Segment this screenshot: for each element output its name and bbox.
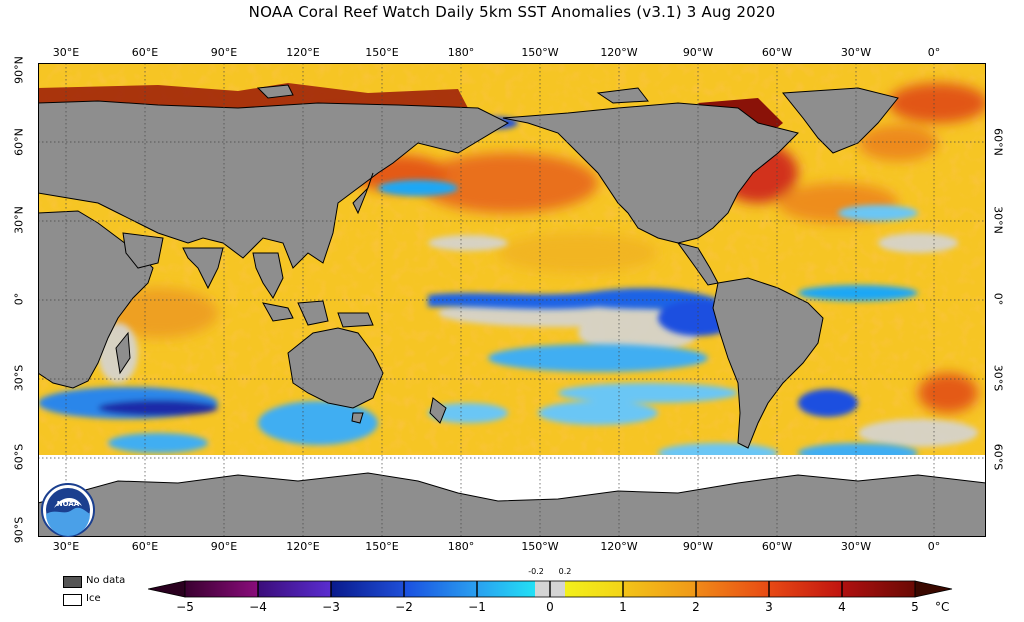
lat-label-left: 0° bbox=[12, 292, 26, 306]
no-data-swatch bbox=[63, 576, 82, 588]
lat-label-left: 60°N bbox=[12, 128, 26, 156]
colorbar-dividers bbox=[257, 581, 843, 597]
lat-label-left: 90°S bbox=[12, 516, 26, 544]
land-masses bbox=[38, 84, 986, 537]
colorbar-tick: 3 bbox=[765, 600, 773, 614]
colorbar-segment bbox=[404, 581, 477, 597]
map-title: NOAA Coral Reef Watch Daily 5km SST Anom… bbox=[248, 3, 776, 21]
svg-text:NOAA: NOAA bbox=[57, 500, 80, 508]
lon-label-top: 90°E bbox=[210, 46, 238, 59]
colorbar-tick: 1 bbox=[619, 600, 627, 614]
lat-label-left: 60°S bbox=[12, 443, 26, 471]
lon-label-bottom: 30°E bbox=[52, 540, 80, 553]
colorbar-tick: −2 bbox=[395, 600, 413, 614]
lon-label-top: 90°W bbox=[682, 46, 714, 59]
lon-label-top: 120°W bbox=[600, 46, 638, 59]
colorbar-segment bbox=[565, 581, 623, 597]
colorbar-segment bbox=[696, 581, 769, 597]
lon-label-top: 60°E bbox=[131, 46, 159, 59]
lon-label-top: 60°W bbox=[761, 46, 793, 59]
gridlines bbox=[38, 63, 986, 537]
lat-label-right: 30°N bbox=[991, 206, 1005, 234]
lon-label-top: 150°W bbox=[521, 46, 559, 59]
lon-label-top: 180° bbox=[447, 46, 475, 59]
lon-label-top: 30°W bbox=[840, 46, 872, 59]
colorbar-tick: 5 bbox=[911, 600, 919, 614]
lon-label-top: 30°E bbox=[52, 46, 80, 59]
colorbar-tick: −4 bbox=[249, 600, 267, 614]
lon-label-bottom: 90°E bbox=[210, 540, 238, 553]
lon-label-bottom: 60°E bbox=[131, 540, 159, 553]
colorbar-tick: −3 bbox=[322, 600, 340, 614]
neutral-high-label: 0.2 bbox=[558, 567, 572, 576]
lon-label-top: 0° bbox=[927, 46, 941, 59]
lon-label-bottom: 150°W bbox=[521, 540, 559, 553]
colorbar-tick: −5 bbox=[176, 600, 194, 614]
sst-anomaly-map: NOAA bbox=[38, 63, 986, 537]
ice-label: Ice bbox=[86, 593, 101, 604]
lat-label-right: 60°S bbox=[991, 443, 1005, 471]
colorbar-unit: °C bbox=[935, 600, 950, 614]
lon-label-bottom: 30°W bbox=[840, 540, 872, 553]
warm-anomalies bbox=[98, 83, 986, 413]
ice-swatch bbox=[63, 594, 82, 606]
colorbar-tick: 0 bbox=[546, 600, 554, 614]
colorbar-tick: 2 bbox=[692, 600, 700, 614]
colorbar-segment bbox=[842, 581, 915, 597]
lon-label-bottom: 0° bbox=[927, 540, 941, 553]
lat-label-right: 30°S bbox=[991, 364, 1005, 392]
lon-label-bottom: 60°W bbox=[761, 540, 793, 553]
colorbar-right-arrow bbox=[914, 580, 953, 598]
lon-label-top: 120°E bbox=[286, 46, 320, 59]
lat-label-left: 90°N bbox=[12, 56, 26, 84]
noaa-logo: NOAA bbox=[41, 483, 95, 537]
colorbar-segment bbox=[769, 581, 842, 597]
colorbar-segment bbox=[623, 581, 696, 597]
lon-label-bottom: 180° bbox=[447, 540, 475, 553]
lon-label-bottom: 150°E bbox=[365, 540, 399, 553]
colorbar-segment bbox=[185, 581, 258, 597]
colorbar-tick: −1 bbox=[468, 600, 486, 614]
no-data-label: No data bbox=[86, 575, 126, 586]
lat-label-right: 60°N bbox=[991, 128, 1005, 156]
lat-label-right: 0° bbox=[991, 292, 1005, 306]
colorbar-segment bbox=[258, 581, 331, 597]
map-frame bbox=[38, 63, 986, 537]
colorbar-left-arrow bbox=[148, 580, 186, 598]
colorbar-segment bbox=[477, 581, 535, 597]
cold-anomalies bbox=[38, 117, 918, 463]
lon-label-bottom: 120°W bbox=[600, 540, 638, 553]
lon-label-bottom: 120°E bbox=[286, 540, 320, 553]
colorbar-frame bbox=[184, 580, 916, 598]
colorbar-segment bbox=[331, 581, 404, 597]
lon-label-bottom: 90°W bbox=[682, 540, 714, 553]
neutral-low-label: -0.2 bbox=[528, 567, 544, 576]
lat-label-left: 30°N bbox=[12, 206, 26, 234]
lat-label-left: 30°S bbox=[12, 364, 26, 392]
colorbar-tick: 4 bbox=[838, 600, 846, 614]
colorbar bbox=[148, 580, 953, 598]
lon-label-top: 150°E bbox=[365, 46, 399, 59]
